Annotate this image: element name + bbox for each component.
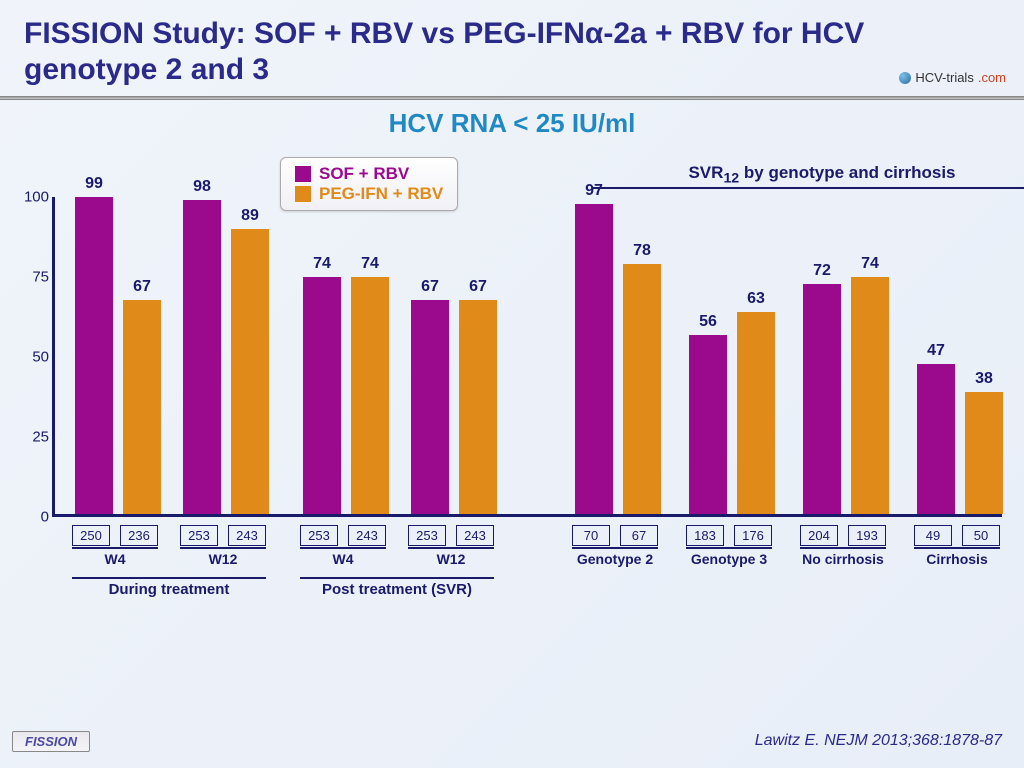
group-underline xyxy=(914,547,1000,549)
legend-swatch-icon xyxy=(295,166,311,182)
bar: 97 xyxy=(575,204,613,514)
n-label: 243 xyxy=(228,525,266,546)
y-tick-label: 25 xyxy=(19,429,49,446)
n-label: 70 xyxy=(572,525,610,546)
y-tick-label: 50 xyxy=(19,349,49,366)
bar: 99 xyxy=(75,197,113,514)
bar-value-label: 67 xyxy=(411,278,449,296)
legend-item: SOF + RBV xyxy=(295,164,443,184)
group-label: Cirrhosis xyxy=(914,551,1000,567)
bar: 74 xyxy=(351,277,389,514)
logo-suffix: .com xyxy=(978,70,1006,85)
section-underline xyxy=(592,187,1024,189)
section-title: SVR12 by genotype and cirrhosis xyxy=(612,163,1024,186)
bar-value-label: 67 xyxy=(123,278,161,296)
bar: 67 xyxy=(123,300,161,514)
group-label: No cirrhosis xyxy=(800,551,886,567)
bar-value-label: 78 xyxy=(623,242,661,260)
citation: Lawitz E. NEJM 2013;368:1878-87 xyxy=(755,732,1002,750)
bar-value-label: 47 xyxy=(917,342,955,360)
n-label: 183 xyxy=(686,525,724,546)
group-label: W12 xyxy=(180,551,266,567)
bar-value-label: 74 xyxy=(303,255,341,273)
bar-value-label: 89 xyxy=(231,207,269,225)
chart-subtitle: HCV RNA < 25 IU/ml xyxy=(0,108,1024,139)
period-underline xyxy=(300,577,494,579)
bar: 74 xyxy=(851,277,889,514)
n-label: 204 xyxy=(800,525,838,546)
logo-text: HCV-trials xyxy=(915,70,974,85)
group-underline xyxy=(72,547,158,549)
bar: 78 xyxy=(623,264,661,514)
n-label: 253 xyxy=(408,525,446,546)
group-label: W4 xyxy=(300,551,386,567)
n-label: 176 xyxy=(734,525,772,546)
bar: 38 xyxy=(965,392,1003,514)
bar: 56 xyxy=(689,335,727,514)
period-label: During treatment xyxy=(72,581,266,598)
n-label: 253 xyxy=(300,525,338,546)
bar: 67 xyxy=(459,300,497,514)
bar-value-label: 74 xyxy=(351,255,389,273)
logo-dot-icon xyxy=(899,72,911,84)
bar-value-label: 56 xyxy=(689,313,727,331)
bar-value-label: 72 xyxy=(803,262,841,280)
group-underline xyxy=(800,547,886,549)
bar: 63 xyxy=(737,312,775,514)
bar-value-label: 67 xyxy=(459,278,497,296)
bar-value-label: 99 xyxy=(75,175,113,193)
group-underline xyxy=(572,547,658,549)
n-label: 243 xyxy=(456,525,494,546)
n-label: 253 xyxy=(180,525,218,546)
y-tick-label: 0 xyxy=(19,509,49,526)
period-underline xyxy=(72,577,266,579)
bar-value-label: 38 xyxy=(965,370,1003,388)
group-label: W4 xyxy=(72,551,158,567)
group-label: Genotype 3 xyxy=(686,551,772,567)
n-label: 49 xyxy=(914,525,952,546)
bar-chart: SOF + RBVPEG-IFN + RBV 02550751009967988… xyxy=(12,157,1012,587)
group-underline xyxy=(408,547,494,549)
n-label: 50 xyxy=(962,525,1000,546)
plot-area: 0255075100996798897474676797785663727447… xyxy=(52,197,1002,517)
logo: HCV-trials .com xyxy=(899,70,1006,85)
bar: 74 xyxy=(303,277,341,514)
bar-value-label: 63 xyxy=(737,290,775,308)
n-label: 243 xyxy=(348,525,386,546)
study-tag: FISSION xyxy=(12,731,90,752)
group-label: W12 xyxy=(408,551,494,567)
group-underline xyxy=(180,547,266,549)
page-title: FISSION Study: SOF + RBV vs PEG-IFNα-2a … xyxy=(0,0,1024,96)
period-label: Post treatment (SVR) xyxy=(300,581,494,598)
group-underline xyxy=(686,547,772,549)
y-tick-label: 100 xyxy=(19,189,49,206)
legend-label: SOF + RBV xyxy=(319,164,409,184)
group-underline xyxy=(300,547,386,549)
y-tick-label: 75 xyxy=(19,269,49,286)
group-label: Genotype 2 xyxy=(572,551,658,567)
bar-value-label: 74 xyxy=(851,255,889,273)
n-label: 193 xyxy=(848,525,886,546)
bar: 89 xyxy=(231,229,269,514)
bar-value-label: 98 xyxy=(183,178,221,196)
bar-value-label: 97 xyxy=(575,182,613,200)
bar: 98 xyxy=(183,200,221,514)
n-label: 250 xyxy=(72,525,110,546)
bar: 67 xyxy=(411,300,449,514)
bar: 72 xyxy=(803,284,841,514)
n-label: 236 xyxy=(120,525,158,546)
bar: 47 xyxy=(917,364,955,514)
divider xyxy=(0,96,1024,100)
n-label: 67 xyxy=(620,525,658,546)
